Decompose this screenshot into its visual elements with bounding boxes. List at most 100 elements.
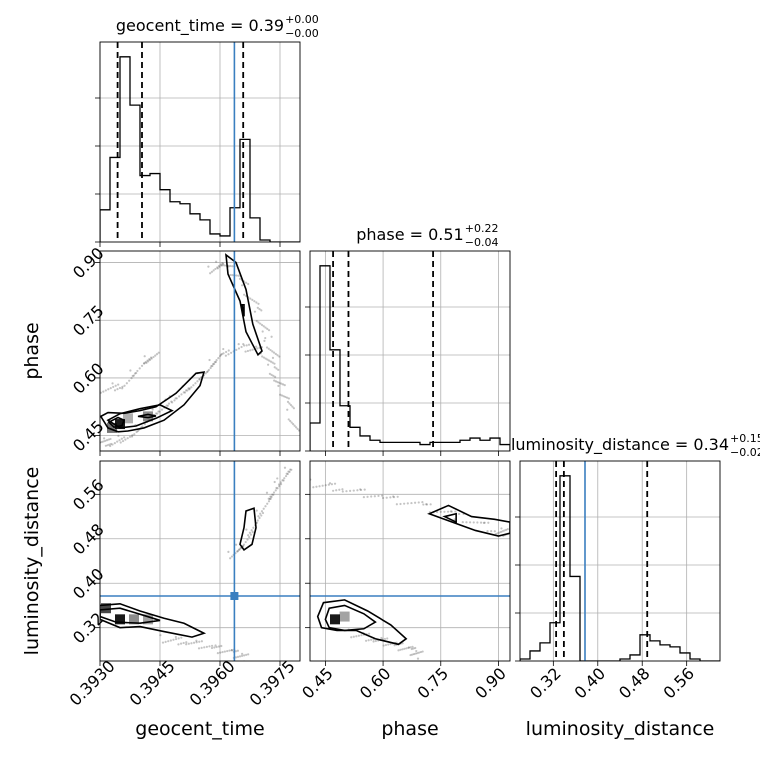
density-cell (339, 611, 350, 622)
scatter-point (286, 472, 289, 476)
scatter-point (256, 306, 259, 309)
scatter-point (341, 488, 344, 491)
panel-title: phase = 0.51 (356, 225, 463, 244)
scatter-point (144, 360, 147, 364)
scatter-point (266, 327, 269, 330)
scatter-point (185, 643, 188, 646)
scatter-point (135, 430, 138, 434)
scatter-point (483, 521, 486, 524)
scatter-point (380, 636, 383, 640)
scatter-point (182, 391, 185, 394)
scatter-point (243, 293, 246, 296)
scatter-point (283, 477, 286, 480)
density-cell (115, 419, 125, 430)
scatter-point (121, 385, 124, 388)
scatter-point (214, 360, 217, 364)
scatter-point (236, 655, 240, 658)
panel-title: luminosity_distance = 0.34 (511, 435, 729, 455)
scatter-point (292, 423, 295, 426)
scatter-point (506, 528, 509, 531)
scatter-point (261, 511, 265, 515)
scatter-point (160, 408, 164, 411)
title-median: 0.51 (428, 225, 464, 244)
scatter-point (186, 389, 189, 392)
truth-marker (230, 592, 239, 600)
scatter-point (117, 434, 120, 437)
scatter-point (209, 366, 212, 370)
scatter-point (205, 645, 208, 648)
scatter-point (211, 364, 214, 368)
scatter-point (357, 634, 361, 637)
scatter-point (230, 649, 233, 652)
scatter-point (421, 501, 424, 504)
scatter-point (119, 441, 122, 444)
scatter-point (229, 557, 232, 560)
scatter-point (274, 380, 278, 383)
scatter-point (229, 273, 232, 277)
scatter-point (487, 521, 490, 524)
x-tick-label: 0.90 (471, 664, 510, 703)
scatter-point (220, 353, 223, 356)
scatter-point (216, 267, 219, 270)
scatter-point (270, 373, 273, 376)
scatter-point (159, 634, 162, 637)
scatter-point (255, 509, 258, 512)
scatter-point (150, 357, 153, 360)
scatter-point (133, 433, 136, 436)
scatter-point (129, 369, 132, 372)
scatter-point (185, 641, 188, 644)
scatter-point (102, 440, 105, 443)
scatter-point (389, 496, 392, 499)
scatter-point (392, 495, 396, 499)
scatter-point (372, 640, 375, 643)
scatter-point (454, 510, 457, 513)
scatter-point (204, 372, 207, 375)
scatter-point (363, 488, 366, 491)
scatter-point (267, 329, 271, 332)
scatter-point (221, 264, 224, 267)
scatter-point (280, 394, 284, 397)
scatter-point (255, 345, 258, 348)
scatter-point (276, 381, 279, 384)
scatter-point (381, 496, 385, 500)
contour-line (106, 404, 174, 429)
scatter-point (260, 514, 263, 517)
scatter-point (109, 437, 112, 441)
scatter-point (190, 386, 193, 389)
scatter-point (260, 309, 263, 312)
x-tick-label: 0.32 (526, 664, 565, 703)
scatter-point (146, 359, 149, 362)
scatter-point (182, 641, 185, 645)
density-cell (330, 614, 340, 625)
scatter-point (247, 282, 250, 286)
scatter-point (333, 482, 337, 485)
scatter-point (271, 356, 275, 359)
density-cell (115, 614, 125, 625)
title-name: luminosity_distance (511, 435, 670, 455)
contour-line (137, 413, 157, 419)
scatter-point (128, 379, 131, 382)
panel-luminosity_distance: 0.32 0.40 0.48 0.56 luminosity_distance = 0.… (511, 432, 760, 702)
scatter-point (260, 323, 264, 327)
title-equals: = (670, 435, 694, 454)
scatter-point (237, 274, 240, 277)
scatter-point (289, 419, 292, 423)
grid (310, 251, 510, 451)
scatter-point (255, 301, 258, 304)
scatter-point (111, 443, 114, 446)
scatter-point (198, 378, 201, 381)
scatter-point (265, 491, 269, 494)
scatter-point (272, 374, 275, 377)
scatter-point (167, 640, 170, 643)
scatter-point (224, 354, 227, 357)
title-name: geocent_time (116, 16, 225, 36)
grid (520, 461, 720, 661)
scatter-point (288, 402, 291, 405)
scatter-point (218, 265, 221, 268)
scatter-point (171, 401, 174, 404)
scatter-point (315, 485, 318, 488)
scatter-point (247, 653, 250, 656)
scatter-point (177, 643, 180, 646)
scatter-point (236, 649, 239, 652)
scatter-point (234, 650, 237, 653)
